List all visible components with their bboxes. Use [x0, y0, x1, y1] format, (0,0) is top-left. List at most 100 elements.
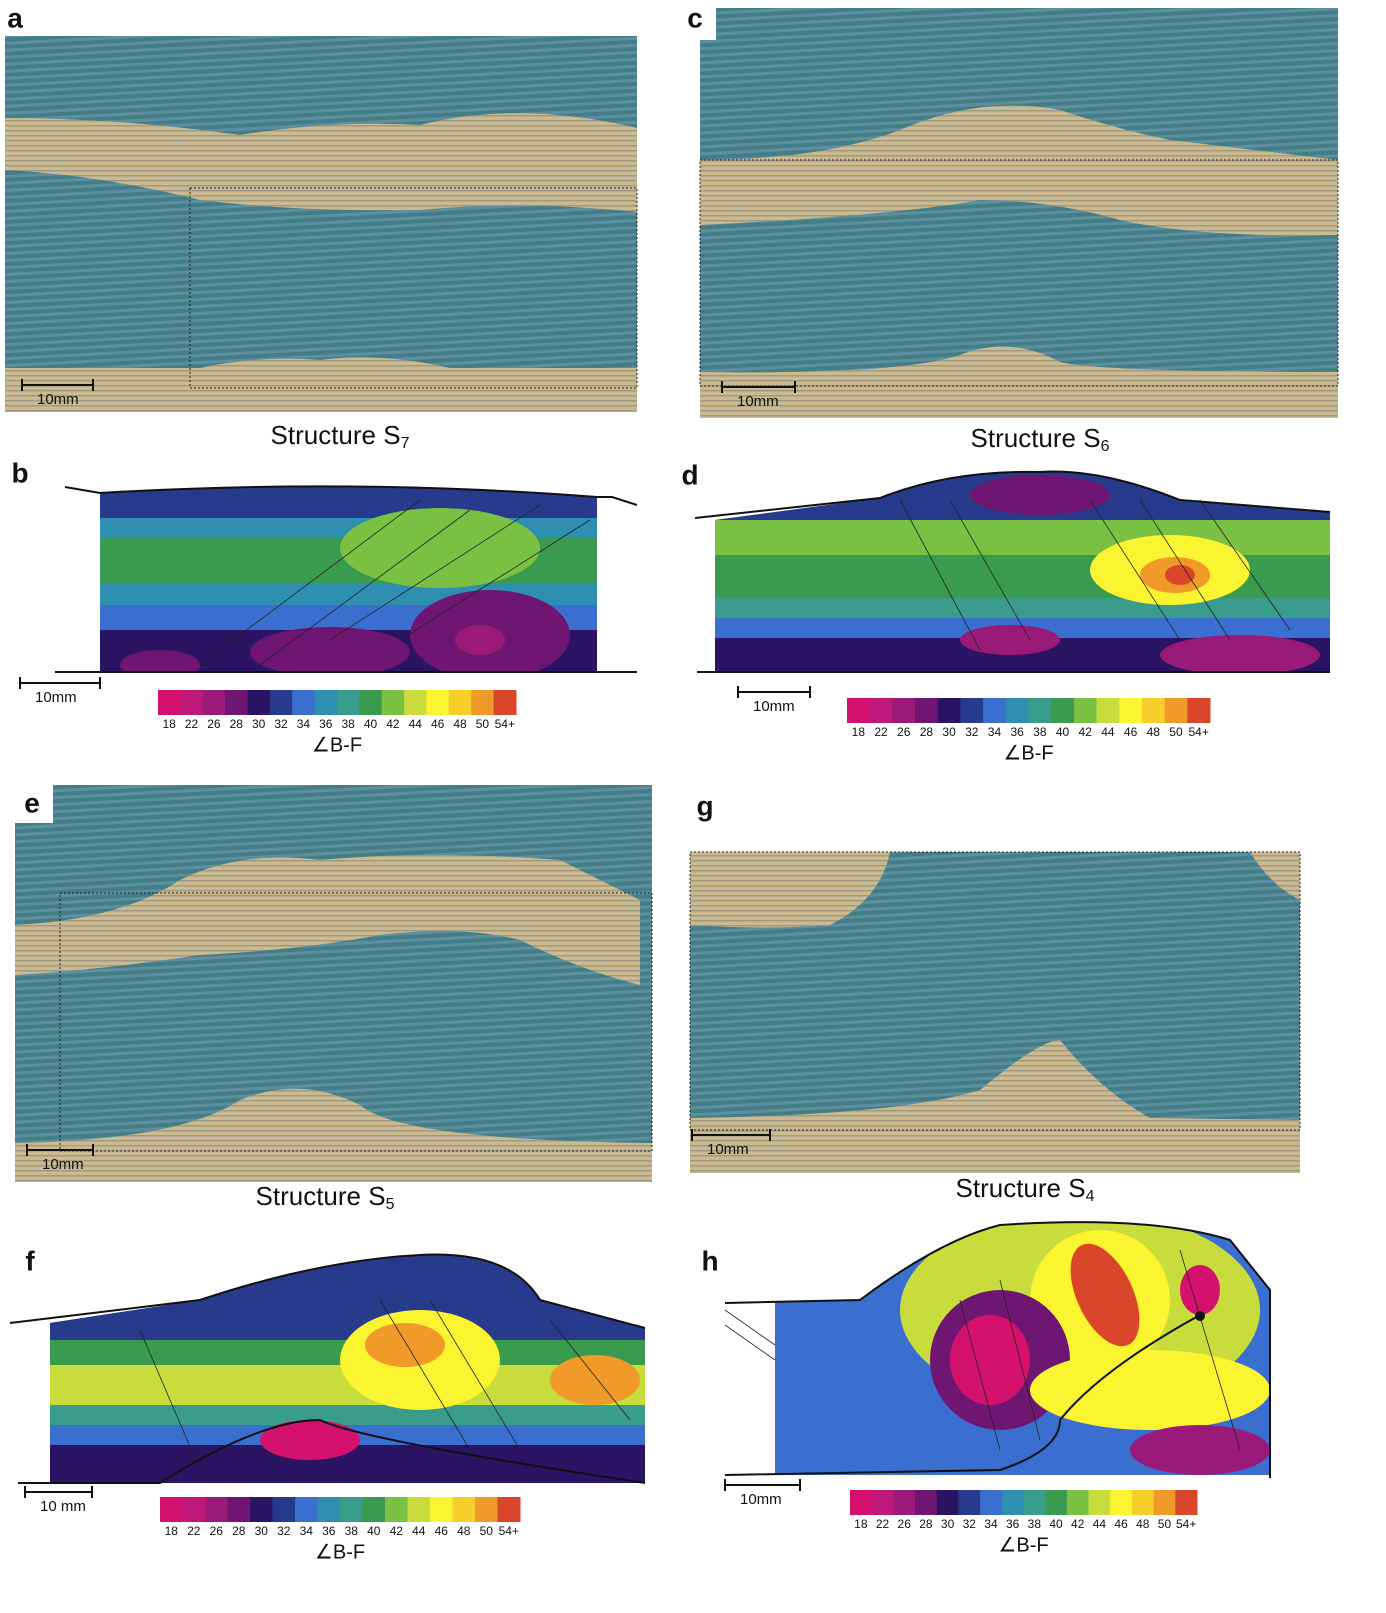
colorbar-label: 34 [984, 1517, 998, 1531]
colorbar-label: 30 [941, 1517, 955, 1531]
colorbar-label: 50 [480, 1524, 494, 1538]
colorbar-swatch [315, 690, 338, 715]
colorbar-swatch [958, 1490, 980, 1515]
colorbar-swatch [1142, 698, 1165, 723]
colorbar-swatch [892, 698, 915, 723]
colorbar-swatch [498, 1497, 521, 1522]
colorbar-swatch [453, 1497, 476, 1522]
colorbar-label: 54+ [1176, 1517, 1196, 1531]
scale-bar-label: 10mm [740, 1491, 782, 1508]
colorbar-label: 32 [963, 1517, 977, 1531]
caption-subscript: 6 [1101, 438, 1110, 455]
colorbar-label: 54+ [495, 717, 515, 731]
colorbar-swatch [158, 690, 181, 715]
colorbar-label: 42 [1079, 725, 1093, 739]
colorbar-label: 46 [1124, 725, 1138, 739]
colorbar-swatch [203, 690, 226, 715]
panel-label: d [681, 459, 698, 490]
colorbar-swatch [494, 690, 517, 715]
colorbar-swatch [160, 1497, 183, 1522]
colorbar-label: 18 [854, 1517, 868, 1531]
caption-text: Structure S [956, 1173, 1086, 1203]
panel-label: g [696, 790, 713, 821]
colorbar-label: 26 [898, 1517, 912, 1531]
colorbar-swatch [250, 1497, 273, 1522]
colorbar-label: 48 [1136, 1517, 1150, 1531]
colorbar-label: 38 [1028, 1517, 1042, 1531]
colorbar-label: 36 [1010, 725, 1024, 739]
colorbar-label: 32 [277, 1524, 291, 1538]
colorbar-swatch [292, 690, 315, 715]
caption-subscript: 7 [401, 435, 410, 452]
colorbar-label: 50 [476, 717, 490, 731]
colorbar-swatch [1006, 698, 1029, 723]
colorbar-label: 36 [1006, 1517, 1020, 1531]
colorbar-label: 50 [1169, 725, 1183, 739]
colorbar-swatch [270, 690, 293, 715]
colorbar-swatch [1089, 1490, 1111, 1515]
colorbar-swatch [915, 1490, 937, 1515]
colorbar-swatch [1175, 1490, 1197, 1515]
colorbar-label: 22 [187, 1524, 201, 1538]
colorbar-label: 28 [230, 717, 244, 731]
colorbar-label: 30 [252, 717, 266, 731]
colorbar-label: 44 [1093, 1517, 1107, 1531]
colorbar-label: 38 [345, 1524, 359, 1538]
panel-label: e [24, 787, 40, 818]
colorbar-swatch [180, 690, 203, 715]
scale-bar-label: 10mm [707, 1141, 749, 1158]
colorbar-swatch [273, 1497, 296, 1522]
colorbar-label: 40 [1049, 1517, 1063, 1531]
scale-bar-label: 10mm [37, 391, 79, 408]
colorbar-label: 18 [852, 725, 866, 739]
colorbar-swatch [1165, 698, 1188, 723]
colorbar-swatch [1067, 1490, 1089, 1515]
figure: abcdefghStructure S7Structure S6Structur… [0, 0, 1386, 1613]
colorbar-label: 28 [919, 1517, 933, 1531]
panel-label: c [687, 2, 703, 33]
colorbar-swatch [1097, 698, 1120, 723]
caption-text: Structure S [971, 423, 1101, 453]
colorbar-label: 48 [457, 1524, 471, 1538]
colorbar-swatch [318, 1497, 341, 1522]
colorbar-swatch [1024, 1490, 1046, 1515]
colorbar-swatch [915, 698, 938, 723]
colorbar-label: 18 [163, 717, 177, 731]
colorbar-swatch [1119, 698, 1142, 723]
colorbar-swatch [870, 698, 893, 723]
colorbar-title: ∠B-F [312, 734, 362, 756]
colorbar-label: 34 [988, 725, 1002, 739]
colorbar-label: 42 [386, 717, 400, 731]
colorbar-swatch [408, 1497, 431, 1522]
colorbar-swatch [430, 1497, 453, 1522]
photo-g [690, 852, 1300, 1173]
panel-label: h [701, 1245, 718, 1276]
colorbar-swatch [205, 1497, 228, 1522]
colorbar-swatch [427, 690, 450, 715]
colorbar-label: 44 [409, 717, 423, 731]
colorbar-swatch [1045, 1490, 1067, 1515]
colorbar-title: ∠B-F [315, 1541, 365, 1563]
colorbar-label: 36 [319, 717, 333, 731]
colorbar-swatch [449, 690, 472, 715]
map-d [695, 460, 1340, 680]
scale-bar [738, 686, 810, 698]
colorbar-title: ∠B-F [1003, 742, 1053, 764]
colorbar-label: 18 [165, 1524, 179, 1538]
colorbar-label: 46 [431, 717, 445, 731]
colorbar-swatch [1002, 1490, 1024, 1515]
colorbar-swatch [980, 1490, 1002, 1515]
colorbar-swatch [404, 690, 427, 715]
colorbar-swatch [960, 698, 983, 723]
colorbar-label: 44 [412, 1524, 426, 1538]
colorbar-title: ∠B-F [998, 1534, 1048, 1556]
colorbar-label: 26 [207, 717, 221, 731]
colorbar-swatch [938, 698, 961, 723]
caption-subscript: 4 [1086, 1188, 1095, 1205]
photo-a [0, 0, 637, 412]
colorbar-swatch [471, 690, 494, 715]
panel-label: a [7, 2, 23, 33]
colorbar-label: 48 [1147, 725, 1161, 739]
scale-bar-label: 10mm [35, 689, 77, 706]
colorbar-label: 28 [920, 725, 934, 739]
